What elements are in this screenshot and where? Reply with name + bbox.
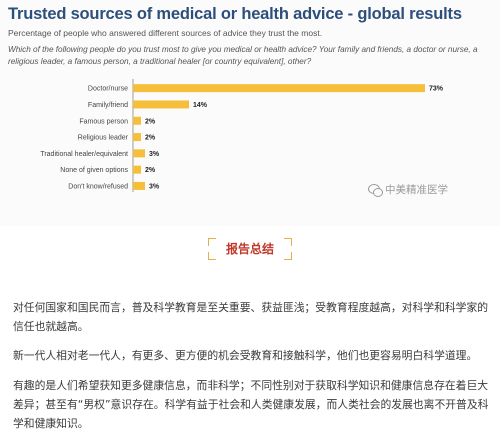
bar [133, 149, 145, 158]
category-label: Doctor/nurse [88, 86, 128, 93]
bar-chart: Doctor/nurse 73% Family/friend 14% Famous pe… [40, 79, 444, 193]
bar [133, 100, 189, 109]
watermark-text: 中美精准医学 [385, 184, 448, 196]
category-label: Religious leader [78, 135, 129, 142]
chart-title: Trusted sources of medical or health adv… [8, 5, 462, 23]
value-label: 3% [149, 151, 160, 158]
corner-decoration [208, 252, 216, 260]
paragraph: 有趣的是人们希望获知更多健康信息，而非科学；不同性别对于获取科学知识和健康信息存… [13, 379, 489, 430]
chart-subtitle: Percentage of people who answered differ… [8, 28, 323, 38]
bar [133, 84, 425, 93]
corner-decoration [284, 252, 292, 260]
chart-card: Trusted sources of medical or health adv… [8, 5, 478, 197]
category-label: Don't know/refused [68, 183, 128, 190]
chart-question: Which of the following people do you tru… [8, 45, 478, 66]
bar [133, 181, 145, 190]
corner-decoration [284, 238, 292, 246]
bar [133, 133, 141, 142]
category-label: None of given options [60, 167, 128, 174]
bar [133, 116, 141, 125]
bar [133, 165, 141, 174]
corner-decoration [208, 238, 216, 246]
value-label: 14% [193, 102, 208, 109]
section-title: 报告总结 [208, 238, 292, 260]
paragraph: 对任何国家和国民而言，普及科学教育是至关重要、获益匪浅；受教育程度越高，对科学和… [13, 301, 489, 333]
paragraph: 新一代人相对老一代人，有更多、更方便的机会受教育和接触科学，他们也更容易明白科学… [13, 349, 478, 362]
section-title-text: 报告总结 [225, 242, 274, 256]
wechat-icon [368, 183, 383, 197]
value-label: 2% [145, 118, 156, 125]
value-label: 2% [145, 167, 156, 174]
value-label: 3% [149, 183, 160, 190]
category-label: Famous person [79, 118, 128, 125]
value-label: 73% [429, 86, 444, 93]
watermark: 中美精准医学 [368, 182, 448, 197]
category-label: Family/friend [88, 102, 128, 109]
value-label: 2% [145, 135, 156, 142]
category-label: Traditional healer/equivalent [40, 151, 128, 158]
